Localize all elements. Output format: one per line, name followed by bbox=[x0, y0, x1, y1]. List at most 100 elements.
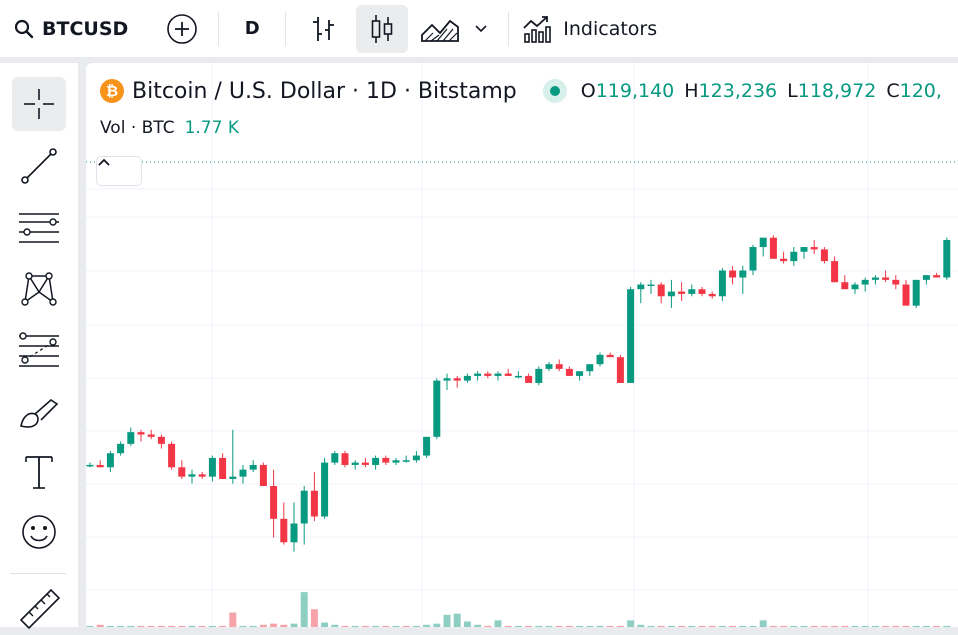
chevron-up-icon bbox=[98, 158, 110, 166]
candle-body bbox=[137, 432, 145, 435]
fib-retracement-tool[interactable] bbox=[12, 323, 66, 377]
volume-bar bbox=[800, 625, 808, 627]
emoji-tool[interactable] bbox=[12, 505, 66, 559]
candle-body bbox=[667, 291, 675, 297]
bars-style-icon bbox=[313, 16, 335, 41]
candle-body bbox=[922, 275, 930, 280]
horizontal-lines-icon bbox=[19, 213, 59, 243]
indicators-button[interactable]: Indicators bbox=[509, 5, 669, 53]
volume-bar bbox=[239, 625, 247, 627]
candle-body bbox=[188, 474, 196, 477]
volume-bar bbox=[86, 625, 94, 627]
volume-bar bbox=[433, 623, 441, 627]
ruler-icon bbox=[19, 588, 61, 630]
volume-bar bbox=[504, 625, 512, 627]
candle-body bbox=[443, 378, 451, 381]
candle-body bbox=[545, 364, 553, 369]
candle-body bbox=[576, 371, 584, 376]
volume-bar bbox=[300, 592, 308, 627]
volume-bar bbox=[341, 625, 349, 627]
candle-body bbox=[627, 289, 635, 383]
symbol-search[interactable]: BTCUSD bbox=[0, 5, 142, 53]
volume-bar bbox=[525, 625, 533, 627]
candle-body bbox=[861, 279, 869, 285]
candle-body bbox=[800, 247, 808, 252]
volume-bar bbox=[321, 622, 329, 627]
candle-body bbox=[555, 364, 563, 369]
horizontal-lines-tool[interactable] bbox=[12, 201, 66, 255]
symbol-title[interactable]: Bitcoin / U.S. Dollar · 1D · Bitstamp bbox=[132, 78, 517, 104]
volume-legend[interactable]: Vol · BTC 1.77 K bbox=[100, 118, 239, 138]
brush-icon bbox=[20, 398, 59, 428]
candle-body bbox=[117, 443, 125, 454]
volume-bar bbox=[412, 625, 420, 627]
volume-bar bbox=[657, 625, 665, 627]
market-status-icon[interactable] bbox=[542, 79, 567, 103]
candle-body bbox=[259, 464, 267, 487]
indicators-icon bbox=[523, 15, 552, 43]
volume-bar bbox=[627, 620, 635, 627]
chart-pane[interactable]: ₿ Bitcoin / U.S. Dollar · 1D · Bitstamp … bbox=[86, 63, 958, 627]
volume-bar bbox=[718, 625, 726, 627]
volume-bar bbox=[484, 625, 492, 627]
top-toolbar: BTCUSD D bbox=[0, 0, 958, 57]
candle-body bbox=[423, 436, 431, 456]
pattern-tool[interactable] bbox=[12, 261, 66, 315]
candle-body bbox=[341, 453, 349, 465]
symbol-name: BTCUSD bbox=[42, 17, 129, 40]
candle-body bbox=[749, 247, 757, 271]
crosshair-tool[interactable] bbox=[12, 77, 66, 131]
brush-tool[interactable] bbox=[12, 385, 66, 439]
candle-body bbox=[902, 284, 910, 306]
volume-bar bbox=[117, 625, 125, 627]
volume-bar bbox=[188, 625, 196, 627]
candle-body bbox=[392, 460, 400, 463]
candle-body bbox=[402, 460, 410, 462]
volume-bar bbox=[667, 625, 675, 627]
compare-symbol-button[interactable] bbox=[156, 5, 208, 53]
candle-body bbox=[198, 474, 206, 477]
volume-bar bbox=[127, 625, 135, 627]
candle-body bbox=[678, 291, 686, 294]
candle-body bbox=[270, 486, 278, 519]
indicators-label: Indicators bbox=[563, 17, 658, 40]
ohlc-open: O119,140 bbox=[580, 80, 675, 102]
area-style-button[interactable] bbox=[414, 5, 466, 53]
volume-bar bbox=[392, 625, 400, 627]
candle-body bbox=[647, 284, 655, 287]
candle-body bbox=[86, 464, 94, 467]
ohlc-low: L118,972 bbox=[787, 80, 877, 102]
volume-bar bbox=[708, 625, 716, 627]
interval-button[interactable]: D bbox=[244, 18, 260, 39]
candle-body bbox=[892, 279, 900, 285]
measure-tool[interactable] bbox=[12, 581, 66, 635]
volume-bar bbox=[565, 625, 573, 627]
candles-style-button[interactable] bbox=[356, 4, 409, 53]
trend-line-tool[interactable] bbox=[12, 139, 66, 193]
candle-body bbox=[106, 453, 114, 468]
search-icon bbox=[14, 19, 34, 38]
volume-bar bbox=[96, 624, 104, 627]
candle-body bbox=[463, 375, 471, 381]
volume-bar bbox=[606, 625, 614, 627]
volume-bar bbox=[249, 625, 257, 627]
volume-bar bbox=[892, 625, 900, 627]
volume-bar bbox=[616, 625, 624, 627]
candle-body bbox=[372, 457, 380, 465]
candle-body bbox=[351, 462, 359, 465]
chart-style-dropdown[interactable] bbox=[466, 5, 496, 53]
volume-value: 1.77 K bbox=[184, 118, 239, 138]
volume-bar bbox=[555, 625, 563, 627]
volume-bar bbox=[310, 609, 318, 627]
candle-body bbox=[168, 443, 176, 468]
price-chart[interactable] bbox=[86, 63, 958, 627]
volume-bar bbox=[647, 625, 655, 627]
collapse-legend-button[interactable] bbox=[96, 156, 142, 186]
text-tool[interactable] bbox=[12, 445, 66, 499]
candle-body bbox=[147, 434, 155, 437]
bars-style-button[interactable] bbox=[298, 5, 350, 53]
volume-bar bbox=[208, 625, 216, 627]
volume-bar bbox=[168, 625, 176, 627]
candle-body bbox=[361, 462, 369, 465]
volume-bar bbox=[596, 625, 604, 627]
